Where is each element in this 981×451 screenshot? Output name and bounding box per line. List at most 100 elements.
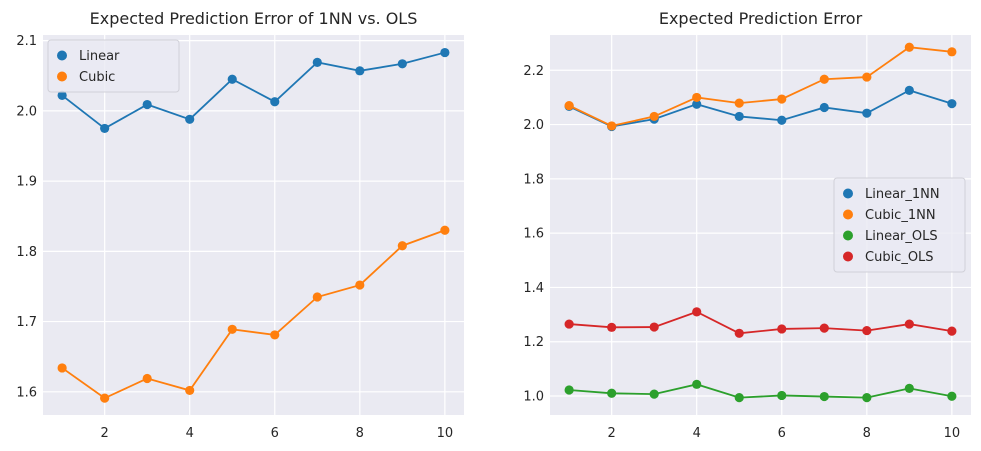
legend-marker-linear-1nn bbox=[843, 188, 853, 199]
point-linear-ols bbox=[819, 391, 829, 402]
point-linear-1nn bbox=[947, 99, 957, 109]
series-line-linear-1nn bbox=[568, 89, 953, 128]
legend-label-linear: Linear bbox=[79, 49, 120, 64]
point-linear bbox=[355, 66, 365, 76]
point-linear-ols bbox=[734, 393, 744, 403]
chart-left-ytick: 1.8 bbox=[16, 245, 37, 260]
legend-item-linear-1nn: Linear_1NN bbox=[843, 187, 940, 202]
point-linear-1nn bbox=[734, 111, 744, 122]
point-linear bbox=[270, 97, 280, 107]
point-linear-ols bbox=[607, 388, 617, 398]
point-linear-ols bbox=[649, 389, 659, 399]
series-line-cubic-ols bbox=[569, 310, 953, 335]
point-linear bbox=[100, 123, 110, 134]
point-linear-ols bbox=[862, 393, 872, 403]
chart-right-ytick: 1.0 bbox=[523, 390, 544, 405]
chart-left-legend-box bbox=[47, 39, 180, 93]
point-cubic-1nn bbox=[692, 92, 702, 103]
point-cubic-1nn bbox=[819, 74, 829, 84]
point-cubic-ols bbox=[819, 323, 829, 333]
chart-left-ytick: 1.9 bbox=[16, 175, 37, 190]
series-line-linear-ols bbox=[569, 383, 953, 399]
point-cubic-1nn bbox=[777, 94, 787, 104]
point-cubic-ols bbox=[862, 325, 872, 336]
point-cubic-1nn bbox=[734, 98, 744, 108]
chart-left-ytick: 2.0 bbox=[16, 104, 37, 119]
point-linear-ols bbox=[692, 379, 702, 389]
point-cubic-1nn bbox=[904, 42, 914, 52]
point-cubic bbox=[227, 324, 237, 334]
point-cubic-ols bbox=[607, 322, 617, 332]
point-cubic bbox=[397, 241, 407, 251]
point-linear bbox=[397, 59, 407, 69]
chart-right-series bbox=[564, 42, 957, 403]
legend-item-cubic-ols: Cubic_OLS bbox=[843, 250, 934, 265]
chart-right-ytick: 2.2 bbox=[523, 64, 544, 79]
point-linear-1nn bbox=[819, 102, 829, 113]
point-cubic-1nn bbox=[947, 47, 957, 57]
chart-right-ytick: 1.4 bbox=[523, 281, 544, 296]
chart-left-legend: Linear Cubic bbox=[47, 39, 180, 93]
chart-right-xtick: 10 bbox=[944, 426, 961, 441]
legend-marker-cubic-1nn bbox=[843, 209, 853, 220]
legend-marker-cubic-ols bbox=[843, 251, 853, 262]
chart-left: Expected Prediction Error of 1NN vs. OLS… bbox=[16, 9, 464, 441]
point-cubic bbox=[355, 280, 365, 290]
point-cubic-1nn bbox=[607, 121, 617, 131]
point-cubic-ols bbox=[734, 328, 744, 338]
point-cubic bbox=[57, 363, 67, 373]
chart-right-title: Expected Prediction Error bbox=[659, 9, 863, 28]
point-linear bbox=[227, 74, 237, 84]
point-linear-ols bbox=[777, 390, 787, 401]
point-linear bbox=[57, 90, 67, 101]
chart-left-series bbox=[57, 47, 450, 403]
chart-right: Expected Prediction Error 2 4 6 8 10 1.0… bbox=[523, 9, 971, 441]
chart-right-legend: Linear_1NN Cubic_1NN Linear_OLS Cubic_OL… bbox=[833, 177, 966, 273]
chart-right-ytick: 1.8 bbox=[523, 172, 544, 187]
legend-marker-linear-ols bbox=[843, 230, 853, 241]
point-cubic bbox=[100, 393, 110, 403]
point-linear-ols bbox=[947, 391, 957, 401]
point-cubic-ols bbox=[904, 319, 914, 329]
point-cubic-1nn bbox=[862, 72, 872, 82]
chart-left-xtick: 6 bbox=[271, 426, 279, 441]
chart-right-ytick: 1.2 bbox=[523, 335, 544, 350]
point-cubic-1nn bbox=[564, 100, 574, 111]
chart-right-x-axis: 2 4 6 8 10 bbox=[608, 426, 961, 441]
point-cubic-1nn bbox=[649, 111, 659, 122]
point-linear-1nn bbox=[692, 99, 702, 109]
point-cubic bbox=[185, 385, 195, 396]
point-cubic-ols bbox=[649, 322, 659, 332]
point-linear-1nn bbox=[862, 108, 872, 118]
chart-right-xtick: 6 bbox=[778, 426, 786, 441]
legend-item-cubic: Cubic bbox=[57, 70, 115, 85]
chart-right-ytick: 1.6 bbox=[523, 227, 544, 242]
point-cubic bbox=[440, 225, 450, 235]
chart-left-grid bbox=[43, 35, 464, 415]
chart-left-ytick: 2.1 bbox=[16, 34, 37, 49]
point-linear-1nn bbox=[904, 85, 914, 95]
chart-left-ytick: 1.6 bbox=[16, 385, 37, 400]
legend-marker-cubic bbox=[57, 71, 67, 82]
chart-left-xtick: 10 bbox=[437, 426, 454, 441]
legend-label-linear-1nn: Linear_1NN bbox=[865, 187, 940, 202]
point-linear bbox=[440, 47, 450, 58]
chart-left-x-axis: 2 4 6 8 10 bbox=[101, 426, 454, 441]
legend-label-linear-ols: Linear_OLS bbox=[865, 229, 938, 244]
point-linear bbox=[312, 57, 322, 67]
legend-label-cubic-1nn: Cubic_1NN bbox=[865, 208, 936, 223]
point-linear-ols bbox=[904, 383, 914, 393]
series-line-cubic bbox=[61, 229, 446, 400]
point-cubic-ols bbox=[564, 319, 574, 329]
legend-label-cubic: Cubic bbox=[79, 70, 115, 85]
point-linear-ols bbox=[564, 385, 574, 395]
point-cubic bbox=[270, 330, 280, 340]
chart-left-y-axis: 1.6 1.7 1.8 1.9 2.0 2.1 bbox=[16, 34, 37, 400]
point-cubic-ols bbox=[777, 324, 787, 334]
point-linear bbox=[185, 114, 195, 124]
chart-right-legend-box bbox=[833, 177, 966, 273]
legend-marker-linear bbox=[57, 50, 67, 61]
point-linear bbox=[142, 99, 152, 110]
legend-item-linear-ols: Linear_OLS bbox=[843, 229, 938, 244]
